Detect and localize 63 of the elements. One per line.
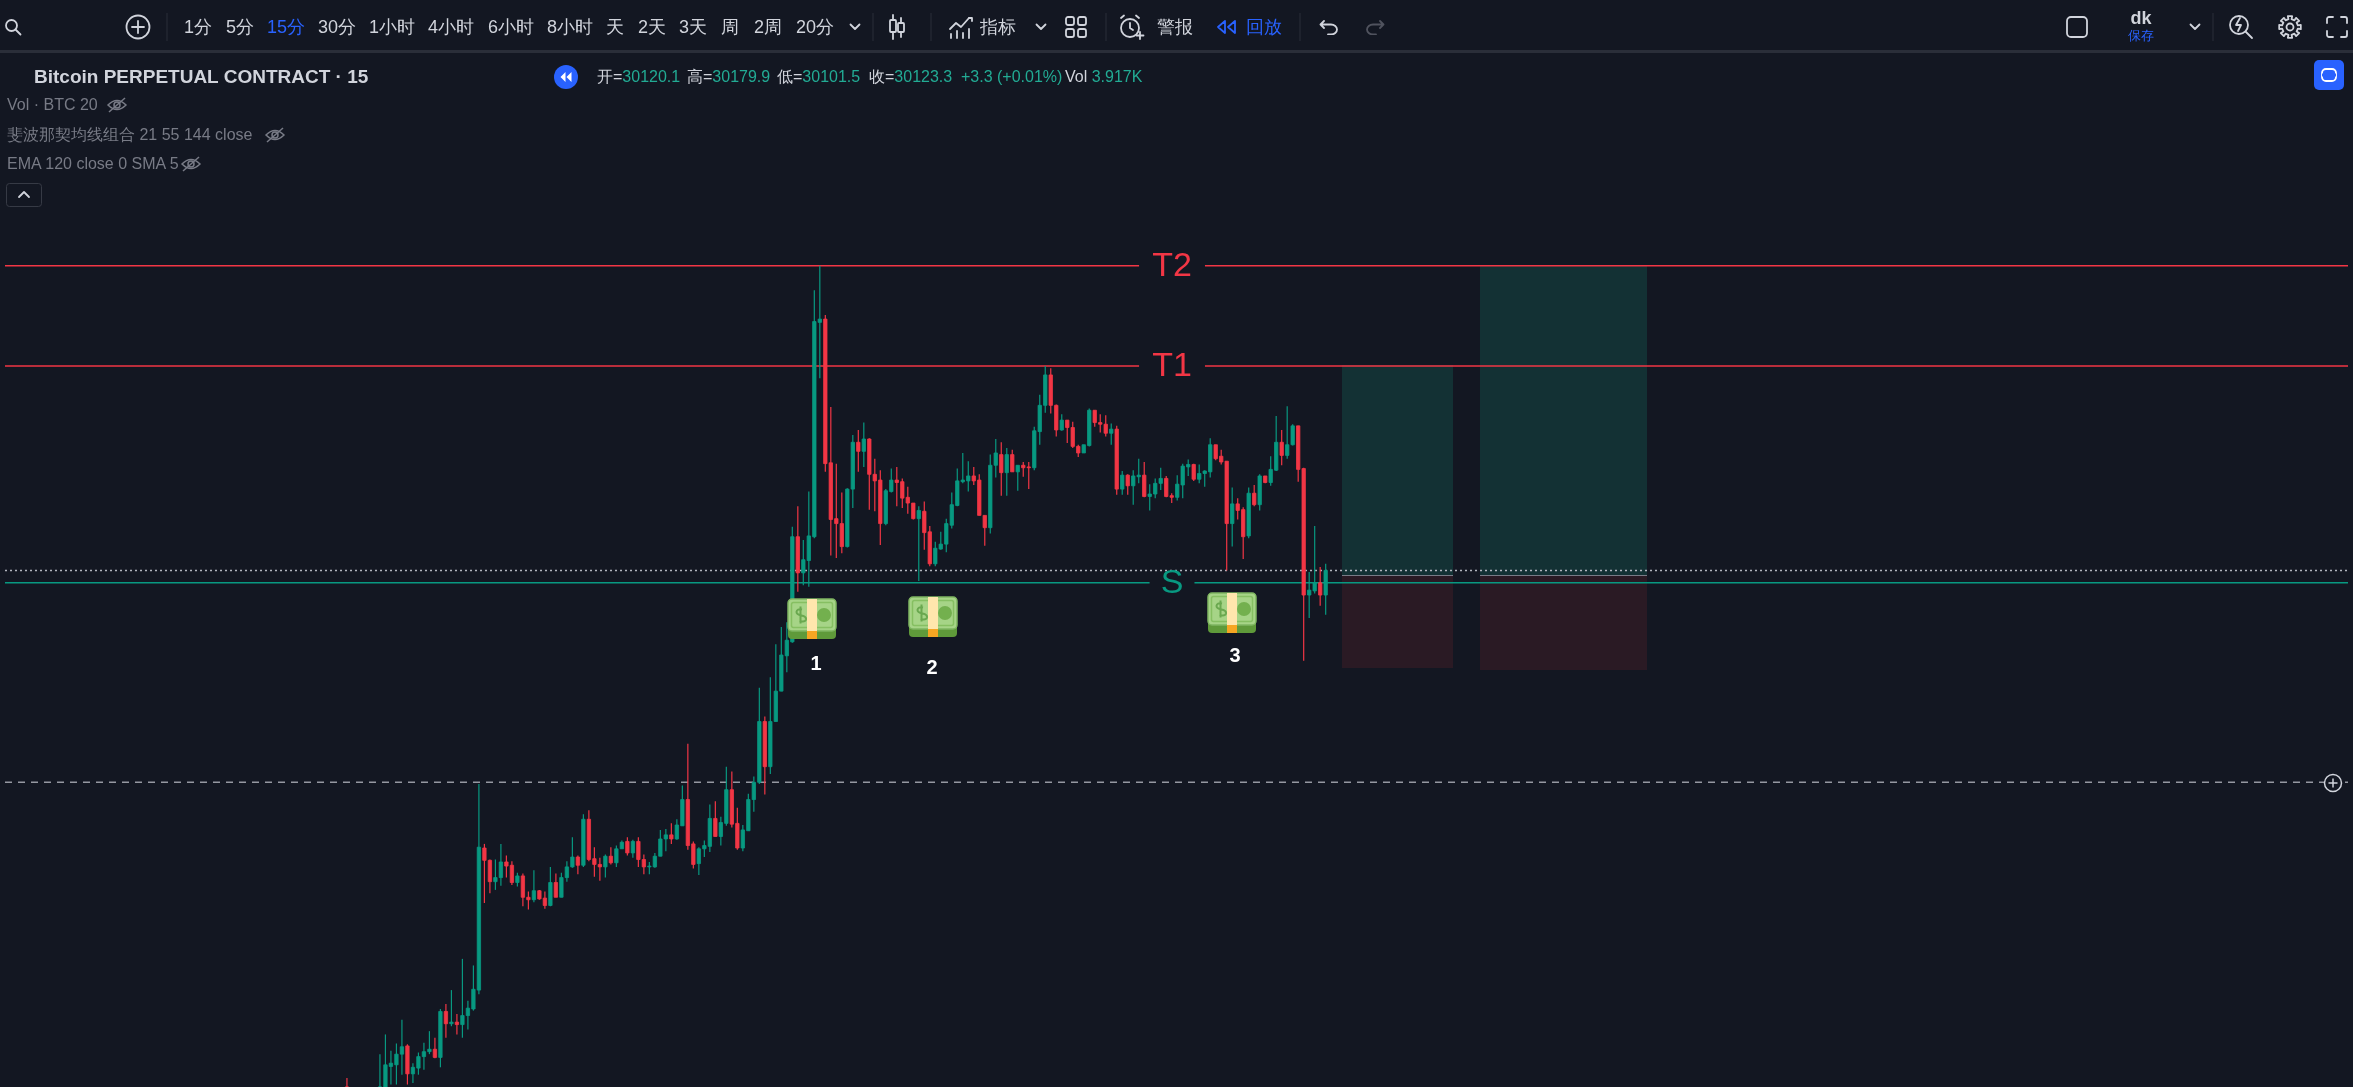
candlestick: [861, 421, 866, 468]
text: 保存: [2128, 27, 2154, 44]
candlestick: [669, 822, 674, 845]
text: Vol 3.917K: [1065, 67, 1143, 85]
text: 回放: [1246, 16, 1282, 38]
text: 警报: [1157, 16, 1193, 38]
text: 收=30123.3: [869, 67, 953, 85]
text: 20分: [796, 16, 835, 38]
candlestick: [1109, 422, 1114, 446]
text: 3天: [679, 16, 708, 38]
candlestick: [1015, 464, 1020, 492]
text: +3.3 (+0.01%): [961, 67, 1063, 87]
text: 15分: [267, 16, 306, 38]
text: 1小时: [369, 16, 416, 38]
candlestick: [603, 853, 608, 879]
candlestick: [449, 989, 454, 1027]
candlestick: [1142, 461, 1147, 498]
text: dk: [2130, 7, 2152, 29]
candlestick: [713, 800, 718, 838]
ref-line-label: S: [1160, 561, 1184, 600]
candlestick: [1318, 566, 1323, 607]
annotation: 2: [926, 655, 938, 679]
text: EMA 120 close 0 SMA 5: [7, 154, 179, 174]
text: 天: [606, 16, 624, 38]
text: 高=30179.9: [687, 67, 771, 85]
text: 1分: [184, 16, 213, 38]
candlestick: [1125, 473, 1130, 496]
candlestick: [454, 1013, 460, 1036]
ref-line-label: T2: [1152, 244, 1192, 283]
candlestick: [344, 1077, 350, 1087]
candlestick: [531, 869, 536, 903]
candlestick: [1230, 486, 1235, 548]
annotation: 1: [810, 651, 822, 675]
text: 6小时: [488, 16, 535, 38]
candlestick: [856, 429, 861, 473]
candlestick: [575, 854, 580, 875]
text: 斐波那契均线组合 21 55 144 close: [7, 125, 253, 145]
candlestick: [1010, 449, 1015, 473]
text: Vol · BTC 20: [7, 95, 98, 115]
candlestick: [443, 1003, 449, 1039]
candlestick: [1252, 484, 1257, 507]
candlestick: [608, 846, 613, 866]
text: 低=30101.5: [777, 67, 861, 85]
candlestick: [548, 866, 553, 907]
candlestick: [1120, 470, 1125, 496]
candlestick: [625, 836, 630, 856]
text: 4小时: [428, 16, 475, 38]
text: 2周: [754, 16, 783, 38]
text: 周: [721, 16, 739, 38]
candlestick: [999, 441, 1004, 497]
text: 2天: [638, 16, 667, 38]
ref-line-label: T1: [1152, 344, 1192, 383]
annotation: 3: [1229, 643, 1241, 667]
candlestick: [553, 872, 558, 898]
chart-title: Bitcoin PERPETUAL CONTRACT · 15: [34, 66, 369, 88]
text: 开=30120.1: [597, 67, 681, 85]
text: 5分: [226, 16, 255, 38]
text: 30分: [318, 16, 357, 38]
text: 指标: [980, 16, 1016, 38]
candlestick: [1279, 429, 1284, 466]
candlestick: [1004, 447, 1009, 497]
candlestick: [630, 839, 635, 859]
text: 8小时: [547, 16, 594, 38]
